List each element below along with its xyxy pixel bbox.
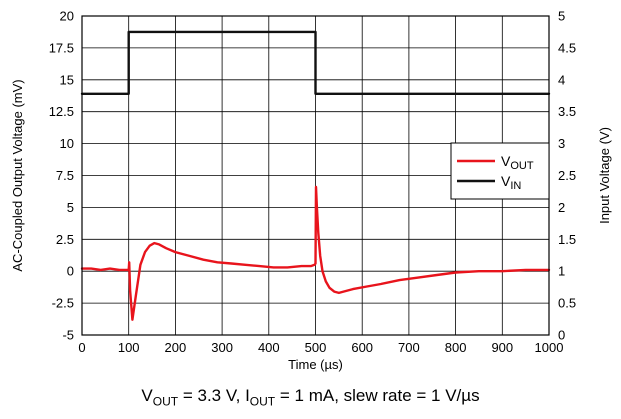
y-right-tick-label: 5 [558,9,565,24]
y-right-tick-label: 3 [558,136,565,151]
x-tick-label: 100 [118,340,140,355]
y-left-tick-label: 2.5 [56,232,74,247]
caption-vout-text: = 3.3 V, I [178,386,250,405]
x-tick-label: 1000 [535,340,564,355]
chart: 0 100 200 300 400 500 600 700 800 900 1000-5-2.502… [10,9,612,373]
y-left-tick-label: 15 [60,72,74,87]
y-right-tick-label: 0.5 [558,296,576,311]
y-right-tick-label: 3.5 [558,104,576,119]
x-tick-label: 200 [165,340,187,355]
y-right-tick-label: 2.5 [558,168,576,183]
y-left-tick-label: 7.5 [56,168,74,183]
y-left-tick-label: 17.5 [49,40,74,55]
y-left-tick-label: -2.5 [52,296,74,311]
chart-caption: VOUT = 3.3 V, IOUT = 1 mA, slew rate = 1… [0,386,621,408]
x-tick-label: 500 [305,340,327,355]
y-right-tick-label: 0 [558,328,565,343]
y-right-tick-label: 4.5 [558,40,576,55]
tick-labels: 0 100 200 300 400 500 600 700 800 900 1000-5-2.502… [49,9,576,356]
y-axis-label-left: AC-Coupled Output Voltage (mV) [10,79,25,271]
x-tick-label: 900 [491,340,513,355]
y-right-tick-label: 4 [558,72,565,87]
x-tick-label: 0 [78,340,85,355]
y-left-tick-label: -5 [62,328,74,343]
y-axis-label-right: Input Voltage (V) [597,127,612,224]
x-tick-label: 600 [351,340,373,355]
y-left-tick-label: 12.5 [49,104,74,119]
caption-iout-text: = 1 mA, slew rate = 1 V/µs [275,386,480,405]
y-right-tick-label: 1 [558,264,565,279]
y-left-tick-label: 20 [60,9,74,24]
y-left-tick-label: 5 [67,200,74,215]
series-line-vout [80,185,551,321]
y-left-tick-label: 10 [60,136,74,151]
y-left-tick-label: 0 [67,264,74,279]
caption-vout-subscript: OUT [152,394,179,409]
x-axis-label: Time (µs) [288,357,343,372]
plot-lines [80,30,551,321]
y-right-tick-label: 2 [558,200,565,215]
x-tick-label: 800 [445,340,467,355]
x-tick-label: 300 [211,340,233,355]
x-tick-label: 400 [258,340,280,355]
caption-vout-symbol: V [141,386,153,405]
x-tick-label: 700 [398,340,420,355]
caption-iout-subscript: OUT [249,394,276,409]
y-right-tick-label: 1.5 [558,232,576,247]
series-line-vin [80,30,551,96]
legend-box [450,142,550,200]
